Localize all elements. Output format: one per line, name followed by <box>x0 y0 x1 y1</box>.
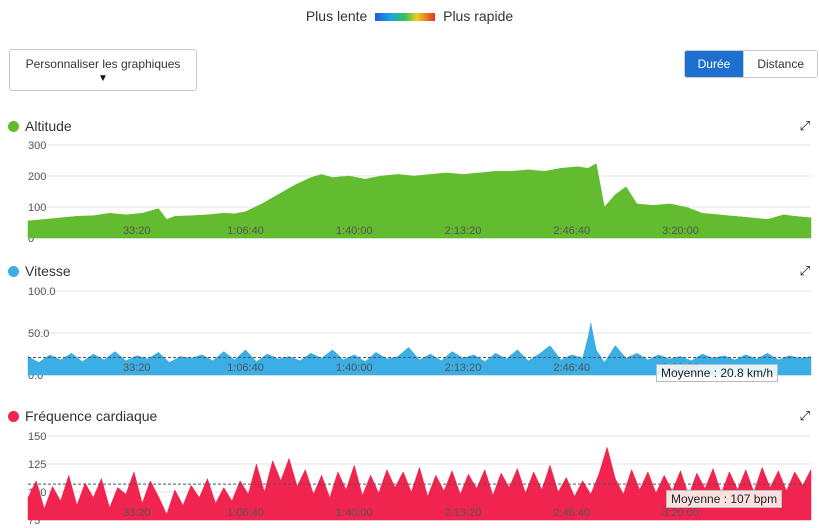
pace-legend: Plus lente Plus rapide <box>0 8 819 24</box>
speed-x-tick-label: 33:20 <box>123 362 151 374</box>
distance-toggle-button[interactable]: Distance <box>743 51 817 77</box>
heart-rate-y-tick-label: 125 <box>28 459 46 471</box>
axis-toggle: Durée Distance <box>683 50 818 78</box>
speed-chart-title: Vitesse <box>8 263 71 279</box>
heart-rate-x-tick-label: 3:20:00 <box>662 507 699 519</box>
heart-rate-chart-title: Fréquence cardiaque <box>8 408 157 424</box>
heart-rate-average-label: Moyenne : 107 bpm <box>666 490 783 508</box>
duration-toggle-button[interactable]: Durée <box>684 51 744 77</box>
altitude-y-tick-label: 0 <box>28 233 34 245</box>
speed-x-tick-label: 2:46:40 <box>553 362 590 374</box>
legend-slow-label: Plus lente <box>305 8 368 24</box>
customize-charts-button[interactable]: Personnaliser les graphiques ▼ <box>9 49 197 91</box>
speed-x-tick-label: 2:13:20 <box>445 362 482 374</box>
expand-arrows-icon[interactable]: ⤢ <box>799 408 810 423</box>
caret-down-icon: ▼ <box>98 73 108 84</box>
expand-arrows-icon[interactable]: ⤢ <box>799 263 810 278</box>
altitude-x-tick-label: 1:06:40 <box>227 225 264 237</box>
heart-rate-x-tick-label: 33:20 <box>123 507 151 519</box>
heart-rate-x-tick-label: 2:13:20 <box>445 507 482 519</box>
altitude-x-tick-label: 33:20 <box>123 225 151 237</box>
altitude-x-tick-label: 1:40:00 <box>336 225 373 237</box>
altitude-title-text: Altitude <box>25 118 72 134</box>
altitude-dot-icon <box>8 120 19 132</box>
altitude-x-tick-label: 2:13:20 <box>445 225 482 237</box>
altitude-y-tick-label: 200 <box>28 171 46 183</box>
legend-fast-label: Plus rapide <box>443 8 514 24</box>
expand-arrows-icon[interactable]: ⤢ <box>799 118 810 133</box>
heart-rate-area-series <box>27 446 812 521</box>
speed-title-text: Vitesse <box>25 263 71 279</box>
speed-y-tick-label: 100.0 <box>28 286 56 298</box>
pace-gradient-bar <box>375 13 436 22</box>
speed-y-tick-label: 50.0 <box>28 328 49 340</box>
heart-rate-x-tick-label: 1:40:00 <box>336 507 373 519</box>
customize-charts-label: Personnaliser les graphiques <box>25 57 181 71</box>
heart-rate-title-text: Fréquence cardiaque <box>25 408 158 424</box>
speed-x-tick-label: 1:40:00 <box>336 362 373 374</box>
speed-dot-icon <box>8 265 19 277</box>
speed-x-tick-label: 1:06:40 <box>227 362 264 374</box>
altitude-x-tick-label: 2:46:40 <box>553 225 590 237</box>
altitude-y-tick-label: 100 <box>28 202 46 214</box>
heart-rate-y-tick-label: 150 <box>28 431 46 443</box>
heart-rate-dot-icon <box>8 410 19 422</box>
speed-average-label: Moyenne : 20.8 km/h <box>656 364 779 382</box>
heart-rate-x-tick-label: 2:46:40 <box>553 507 590 519</box>
heart-rate-x-tick-label: 1:06:40 <box>227 507 264 519</box>
altitude-area-series <box>27 163 812 239</box>
altitude-x-tick-label: 3:20:00 <box>662 225 699 237</box>
altitude-y-tick-label: 300 <box>28 140 46 152</box>
altitude-chart-title: Altitude <box>8 118 72 134</box>
